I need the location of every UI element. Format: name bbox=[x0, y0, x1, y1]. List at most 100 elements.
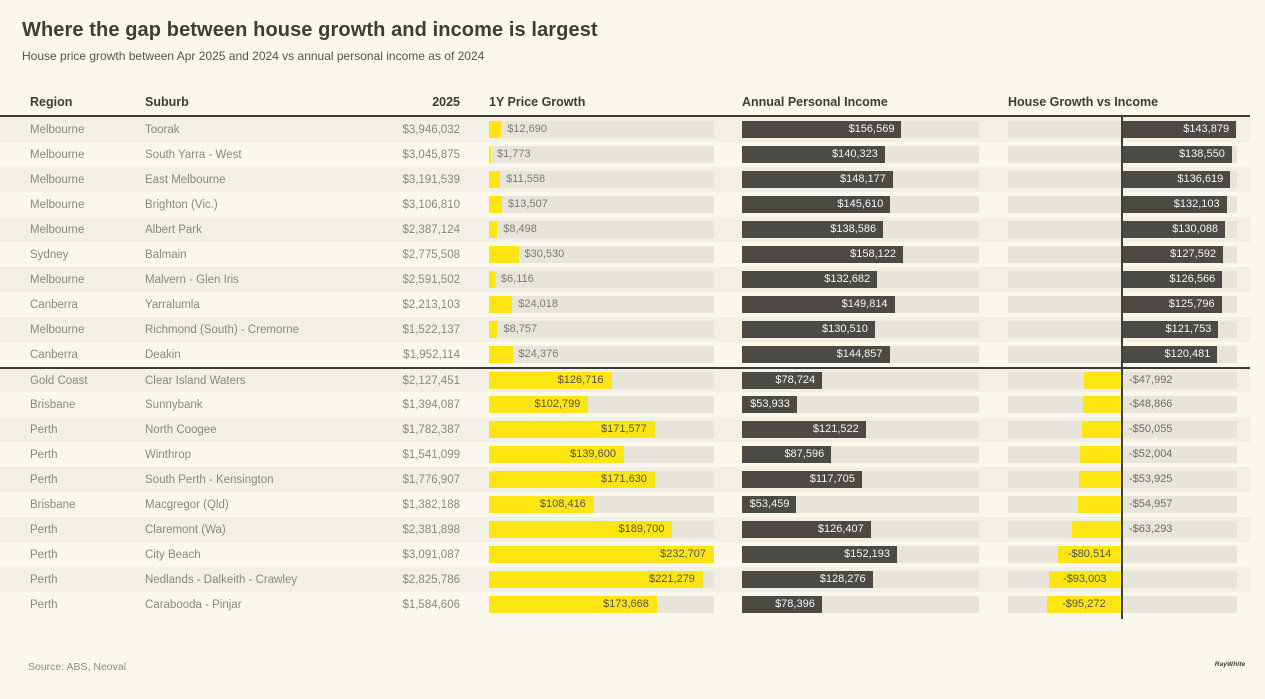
gap-bar bbox=[1048, 571, 1121, 588]
gap-value-label: $138,550 bbox=[1178, 148, 1225, 160]
growth-bar bbox=[489, 196, 503, 213]
income-bar-track: $144,857 bbox=[742, 346, 979, 363]
header-spacer bbox=[979, 109, 1008, 115]
suburb-cell: Toorak bbox=[145, 123, 180, 136]
income-cell: $53,933 bbox=[742, 396, 979, 413]
growth-bar-track: $13,507 bbox=[489, 196, 714, 213]
income-cell: $138,586 bbox=[742, 221, 979, 238]
growth-cell: $171,630 bbox=[489, 471, 714, 488]
growth-value-label: $8,498 bbox=[503, 223, 537, 235]
table-row: Perth Winthrop $1,541,099 $139,600 $87,596 -$… bbox=[0, 442, 1250, 467]
gap-value-label: -$95,272 bbox=[1062, 598, 1106, 610]
growth-value-label: $6,116 bbox=[500, 273, 534, 285]
gap-value-label: -$93,003 bbox=[1063, 573, 1107, 585]
income-bar-track: $130,510 bbox=[742, 321, 979, 338]
growth-cell: $24,018 bbox=[489, 296, 714, 313]
growth-bar bbox=[489, 346, 513, 363]
price-2025-cell: $3,045,875 bbox=[402, 148, 460, 161]
income-bar bbox=[742, 471, 862, 488]
gap-value-label: $143,879 bbox=[1183, 123, 1230, 135]
price-2025-cell: $1,584,606 bbox=[402, 598, 460, 611]
gap-value-label: -$53,925 bbox=[1129, 473, 1173, 485]
income-value-label: $53,933 bbox=[750, 398, 790, 410]
growth-value-label: $1,773 bbox=[497, 148, 531, 160]
gap-bar-track: $127,592 bbox=[1008, 246, 1237, 263]
income-cell: $128,276 bbox=[742, 571, 979, 588]
income-bar bbox=[742, 196, 891, 213]
gap-cell: $136,619 bbox=[1008, 171, 1237, 188]
growth-bar bbox=[489, 296, 513, 313]
income-bar-track: $53,459 bbox=[742, 496, 979, 513]
raywhite-logo-text: RayWhite bbox=[1214, 661, 1246, 668]
growth-bar bbox=[489, 271, 495, 288]
income-cell: $78,396 bbox=[742, 596, 979, 613]
income-value-label: $117,705 bbox=[809, 473, 855, 485]
income-value-label: $126,407 bbox=[817, 523, 864, 535]
gap-bar-track: -$54,957 bbox=[1008, 496, 1237, 513]
region-cell: Gold Coast bbox=[30, 374, 88, 387]
growth-bar-track: $139,600 bbox=[489, 446, 714, 463]
table-row: Melbourne South Yarra - West $3,045,875 $1,… bbox=[0, 142, 1250, 167]
growth-cell: $24,376 bbox=[489, 346, 714, 363]
gap-cell: $143,879 bbox=[1008, 121, 1237, 138]
income-cell: $130,510 bbox=[742, 321, 979, 338]
growth-bar-track: $126,716 bbox=[489, 372, 714, 389]
price-2025-cell: $1,541,099 bbox=[402, 448, 460, 461]
table-row: Perth Claremont (Wa) $2,381,898 $189,700 $12… bbox=[0, 517, 1250, 542]
growth-cell: $221,279 bbox=[489, 571, 714, 588]
income-bar bbox=[742, 146, 885, 163]
growth-bar bbox=[489, 496, 594, 513]
gap-value-label: -$54,957 bbox=[1129, 498, 1173, 510]
region-cell: Melbourne bbox=[30, 323, 85, 336]
suburb-cell: Richmond (South) - Cremorne bbox=[145, 323, 300, 336]
growth-value-label: $11,558 bbox=[506, 173, 546, 185]
gap-bar-track: -$80,514 bbox=[1008, 546, 1237, 563]
table-row: Melbourne Malvern - Glen Iris $2,591,502 $6… bbox=[0, 267, 1250, 292]
table-row: Perth City Beach $3,091,087 $232,707 $152,19… bbox=[0, 542, 1250, 567]
price-2025-cell: $1,394,087 bbox=[402, 398, 460, 411]
growth-cell: $126,716 bbox=[489, 372, 714, 389]
region-cell: Brisbane bbox=[30, 498, 76, 511]
growth-bar bbox=[489, 446, 624, 463]
gap-cell: -$52,004 bbox=[1008, 446, 1237, 463]
suburb-cell: Carabooda - Pinjar bbox=[145, 598, 242, 611]
income-bar-track: $138,586 bbox=[742, 221, 979, 238]
growth-bar-track: $12,690 bbox=[489, 121, 714, 138]
gap-value-label: -$52,004 bbox=[1129, 448, 1173, 460]
growth-bar bbox=[489, 596, 657, 613]
growth-bar-track: $173,668 bbox=[489, 596, 714, 613]
column-header-2025: 2025 bbox=[432, 95, 460, 109]
price-2025-cell: $1,952,114 bbox=[403, 348, 460, 361]
growth-bar bbox=[489, 546, 714, 563]
region-cell: Perth bbox=[30, 448, 58, 461]
gap-bar bbox=[1121, 346, 1218, 363]
income-bar-track: $140,323 bbox=[742, 146, 979, 163]
growth-value-label: $13,507 bbox=[508, 198, 548, 210]
growth-value-label: $139,600 bbox=[570, 448, 616, 460]
gap-bar-track: -$47,992 bbox=[1008, 372, 1237, 389]
growth-value-label: $126,716 bbox=[557, 374, 604, 386]
growth-cell: $11,558 bbox=[489, 171, 714, 188]
growth-bar bbox=[489, 246, 519, 263]
gap-bar bbox=[1081, 421, 1121, 438]
region-cell: Melbourne bbox=[30, 198, 85, 211]
income-bar bbox=[742, 496, 797, 513]
growth-bar bbox=[489, 146, 491, 163]
region-cell: Melbourne bbox=[30, 273, 85, 286]
growth-bar-track: $189,700 bbox=[489, 521, 714, 538]
growth-value-label: $24,018 bbox=[518, 298, 558, 310]
price-2025-cell: $1,382,188 bbox=[402, 498, 460, 511]
suburb-cell: East Melbourne bbox=[145, 173, 226, 186]
gap-cell: $126,566 bbox=[1008, 271, 1237, 288]
suburb-cell: South Perth - Kensington bbox=[145, 473, 274, 486]
gap-cell: -$63,293 bbox=[1008, 521, 1237, 538]
gap-cell: $125,796 bbox=[1008, 296, 1237, 313]
income-bar-track: $87,596 bbox=[742, 446, 979, 463]
income-cell: $145,610 bbox=[742, 196, 979, 213]
gap-bar-track: $126,566 bbox=[1008, 271, 1237, 288]
growth-bar-track: $171,630 bbox=[489, 471, 714, 488]
growth-cell: $189,700 bbox=[489, 521, 714, 538]
income-bar-track: $132,682 bbox=[742, 271, 979, 288]
raywhite-logo: RayWhite bbox=[1211, 634, 1249, 672]
